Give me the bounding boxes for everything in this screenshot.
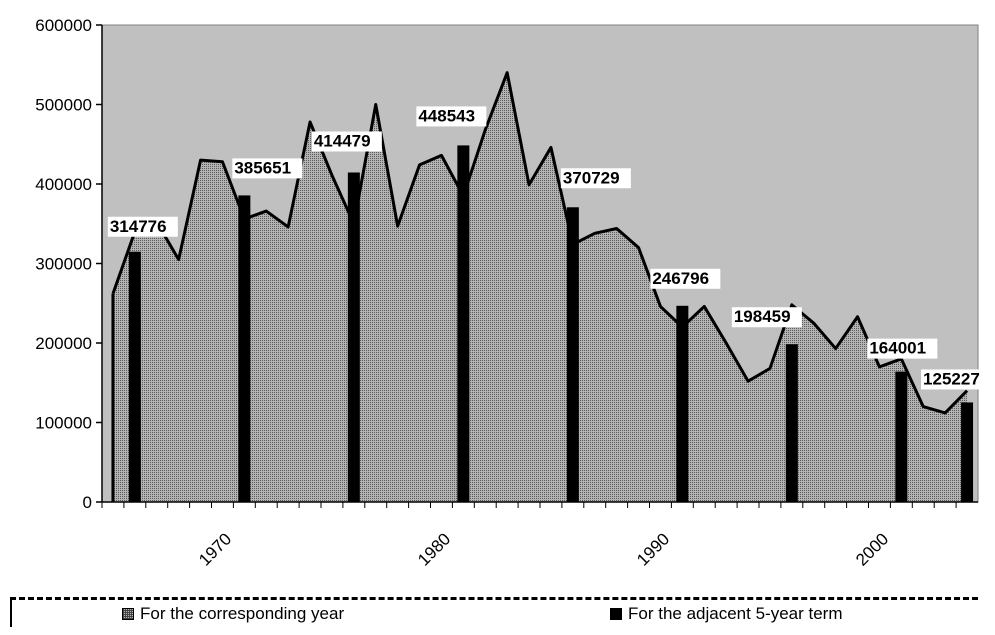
data-label-414479: 414479 (314, 131, 371, 150)
data-label-bg-246796 (650, 268, 721, 289)
bar-314776 (128, 251, 141, 502)
data-label-198459: 198459 (734, 307, 791, 326)
area-series-line (111, 71, 969, 415)
legend-label-bar: For the adjacent 5-year term (628, 603, 843, 623)
bar-370729 (566, 207, 579, 502)
data-label-bg-370729 (560, 168, 631, 189)
bar-198459 (785, 344, 798, 502)
y-tick-label-0: 0 (83, 493, 92, 512)
legend-label-area: For the corresponding year (140, 603, 345, 623)
legend-item-area: For the corresponding year (122, 604, 344, 624)
y-tick-label-600000: 600000 (35, 16, 92, 35)
y-tick-label-500000: 500000 (35, 96, 92, 115)
data-label-125227: 125227 (923, 369, 980, 388)
area-series-fill (112, 72, 968, 502)
data-label-bg-414479 (311, 131, 382, 152)
data-label-246796: 246796 (652, 269, 709, 288)
bar-385651 (238, 195, 251, 502)
y-tick-label-100000: 100000 (35, 414, 92, 433)
bar-414479 (347, 172, 360, 502)
data-label-bg-314776 (107, 216, 178, 237)
data-label-bg-385651 (232, 158, 303, 179)
legend-swatch-area (122, 607, 134, 620)
data-label-370729: 370729 (563, 168, 620, 187)
data-label-385651: 385651 (234, 158, 291, 177)
bar-246796 (676, 305, 689, 502)
data-label-314776: 314776 (110, 217, 167, 236)
legend-item-bar: For the adjacent 5-year term (610, 604, 842, 624)
legend: For the corresponding year For the adjac… (10, 597, 978, 627)
bar-448543 (457, 145, 470, 502)
x-tick-label-1990: 1990 (633, 529, 673, 569)
data-label-bg-164001 (867, 338, 938, 359)
chart-svg: 0 100000 200000 300000 400000 500000 600000 197… (35, 16, 992, 570)
data-label-bg-125227 (921, 369, 992, 390)
legend-swatch-bar (610, 607, 622, 620)
bar-125227 (961, 402, 974, 502)
x-tick-label-1970: 1970 (195, 529, 235, 569)
y-tick-label-400000: 400000 (35, 175, 92, 194)
x-tick-label-1980: 1980 (414, 529, 454, 569)
y-tick-label-200000: 200000 (35, 334, 92, 353)
data-label-bg-448543 (416, 106, 487, 127)
bar-164001 (895, 371, 908, 502)
x-tick-label-2000: 2000 (852, 529, 892, 569)
y-tick-label-300000: 300000 (35, 255, 92, 274)
data-label-bg-198459 (731, 307, 802, 328)
data-label-448543: 448543 (418, 106, 475, 125)
data-label-164001: 164001 (869, 339, 926, 358)
